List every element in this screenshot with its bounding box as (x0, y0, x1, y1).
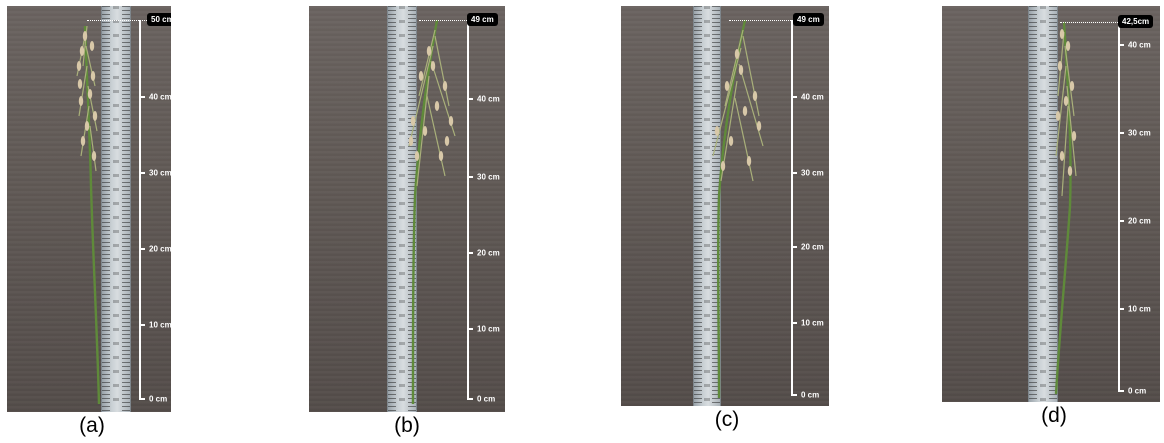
scale-label: 20 cm (149, 244, 171, 254)
ruler-c (693, 6, 721, 406)
length-badge-a: 50 cm (147, 13, 171, 26)
scale-label: 10 cm (149, 320, 171, 330)
scale-label: 40 cm (149, 92, 171, 102)
caption-a: (a) (79, 414, 105, 437)
scale-label: 0 cm (149, 394, 168, 404)
scale-label: 40 cm (801, 92, 824, 102)
ruler-b (387, 6, 417, 412)
caption-d: (d) (1041, 404, 1067, 427)
scale-label: 0 cm (801, 390, 820, 400)
photo-b: 40 cm 30 cm 20 cm 10 cm 0 cm 49 cm (309, 6, 505, 412)
rice-plant-c (712, 19, 764, 399)
scale-label: 40 cm (1128, 40, 1151, 50)
length-badge-d: 42,5cm (1118, 15, 1154, 28)
scale-label: 30 cm (801, 168, 824, 178)
rice-plant-a (76, 25, 101, 405)
caption-c: (c) (714, 408, 740, 431)
caption-b: (b) (394, 414, 420, 437)
ruler-a (101, 6, 131, 412)
photo-d: 40 cm 30 cm 20 cm 10 cm 0 cm 42,5cm (942, 6, 1160, 402)
scale-label: 10 cm (477, 324, 500, 334)
scale-label: 30 cm (477, 172, 500, 182)
top-mark-b (419, 20, 467, 21)
top-mark-c (729, 20, 791, 21)
photo-c: 40 cm 30 cm 20 cm 10 cm 0 cm 49 cm (621, 6, 829, 406)
top-mark-a (87, 20, 147, 21)
ruler-d (1028, 6, 1058, 402)
scale-label: 30 cm (149, 168, 171, 178)
rice-plant-b (408, 19, 456, 405)
scale-label: 30 cm (1128, 128, 1151, 138)
scale-label: 10 cm (1128, 304, 1151, 314)
scale-label: 20 cm (1128, 216, 1151, 226)
rice-plant-d (1054, 21, 1077, 395)
photo-a: 40 cm 30 cm 20 cm 10 cm 0 cm 50 cm (7, 6, 171, 412)
length-badge-b: 49 cm (467, 13, 498, 26)
scale-label: 40 cm (477, 94, 500, 104)
scale-label: 0 cm (477, 394, 496, 404)
scale-label: 20 cm (801, 242, 824, 252)
scale-label: 0 cm (1128, 386, 1147, 396)
length-badge-c: 49 cm (793, 13, 824, 26)
top-mark-d (1060, 22, 1118, 23)
scale-label: 10 cm (801, 318, 824, 328)
scale-label: 20 cm (477, 248, 500, 258)
